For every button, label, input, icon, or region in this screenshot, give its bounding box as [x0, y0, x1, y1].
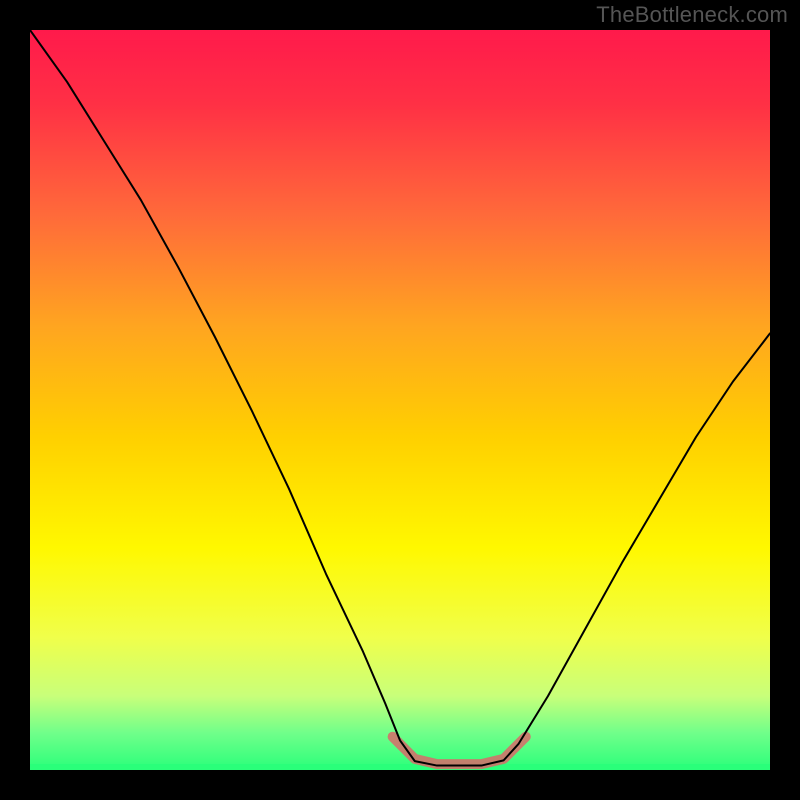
green-baseline-strip: [30, 764, 770, 770]
plot-area: [30, 30, 770, 770]
watermark-text: TheBottleneck.com: [596, 2, 788, 28]
bottleneck-chart: [0, 0, 800, 800]
chart-container: TheBottleneck.com: [0, 0, 800, 800]
gradient-background: [30, 30, 770, 770]
